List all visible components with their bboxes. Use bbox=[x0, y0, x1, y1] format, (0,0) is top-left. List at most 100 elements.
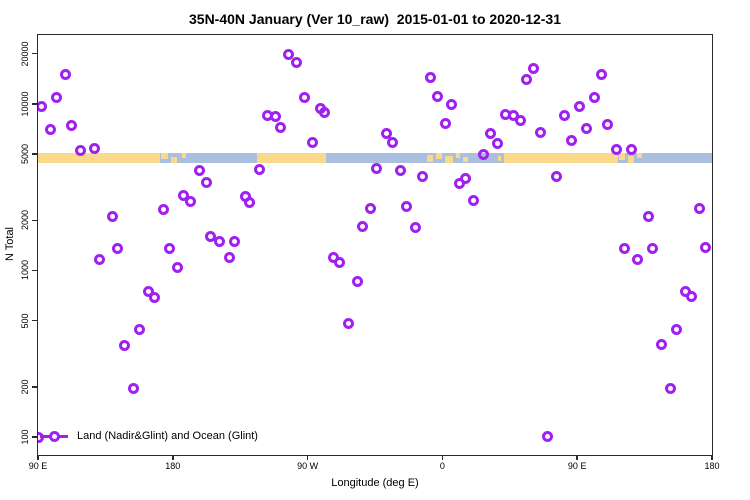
data-point bbox=[111, 242, 123, 254]
data-point bbox=[409, 221, 421, 233]
data-point bbox=[334, 257, 346, 269]
data-point bbox=[535, 126, 546, 138]
data-point bbox=[283, 49, 295, 61]
data-point bbox=[243, 196, 255, 208]
y-tick-label: 10000 bbox=[20, 91, 30, 117]
band-speckle-land bbox=[181, 152, 187, 158]
data-point bbox=[299, 92, 311, 104]
band-speckle-land bbox=[160, 152, 169, 159]
data-point bbox=[439, 117, 451, 129]
data-point bbox=[213, 235, 225, 247]
data-point bbox=[573, 100, 585, 112]
data-point bbox=[386, 136, 398, 148]
data-point bbox=[171, 261, 183, 273]
y-tick-label: 5000 bbox=[20, 143, 30, 164]
data-point bbox=[319, 106, 331, 118]
x-tick-label: 180 bbox=[704, 461, 720, 471]
data-point bbox=[352, 275, 364, 287]
y-axis-label: N Total bbox=[4, 226, 16, 262]
band-segment-ocean bbox=[160, 152, 257, 164]
x-tick bbox=[711, 455, 713, 460]
data-point bbox=[566, 135, 578, 147]
y-tick bbox=[31, 219, 37, 222]
data-point bbox=[89, 143, 101, 155]
plot-border bbox=[36, 33, 713, 456]
data-point bbox=[670, 323, 682, 335]
x-axis-label: Longitude (deg E) bbox=[331, 477, 419, 489]
data-point bbox=[275, 121, 287, 133]
data-point bbox=[185, 196, 197, 208]
data-point bbox=[631, 254, 643, 266]
data-point bbox=[491, 137, 503, 149]
data-point bbox=[370, 162, 382, 174]
x-tick bbox=[172, 455, 174, 460]
y-tick bbox=[31, 52, 37, 55]
band-segment-ocean bbox=[617, 152, 712, 164]
data-point bbox=[365, 202, 376, 214]
data-point bbox=[431, 90, 443, 102]
band-segment-land bbox=[503, 152, 618, 164]
y-tick bbox=[31, 153, 37, 155]
band-speckle-land bbox=[171, 156, 178, 164]
data-point bbox=[75, 144, 87, 156]
data-point bbox=[224, 252, 236, 264]
band-segment-land bbox=[38, 152, 161, 164]
x-tick bbox=[306, 455, 309, 460]
y-tick-label: 2000 bbox=[20, 210, 30, 231]
band-speckle-land bbox=[628, 155, 635, 164]
data-point bbox=[642, 211, 654, 223]
band-speckle-land bbox=[436, 152, 443, 159]
y-tick bbox=[31, 103, 37, 105]
data-point bbox=[520, 74, 532, 85]
band-speckle-land bbox=[445, 155, 453, 164]
data-point bbox=[45, 124, 57, 136]
band-speckle-land bbox=[427, 154, 434, 163]
y-tick-label: 200 bbox=[20, 379, 30, 395]
data-point bbox=[400, 201, 412, 213]
data-point bbox=[356, 221, 368, 233]
data-point bbox=[558, 110, 570, 122]
legend-line-marker bbox=[40, 430, 68, 442]
y-tick bbox=[31, 269, 37, 272]
y-tick-label: 20000 bbox=[20, 41, 30, 67]
data-point bbox=[106, 211, 118, 223]
data-point bbox=[134, 323, 146, 335]
data-point bbox=[269, 110, 281, 122]
data-point bbox=[290, 56, 302, 68]
data-point bbox=[626, 143, 638, 155]
y-tick-label: 100 bbox=[20, 429, 30, 445]
legend: Land (Nadir&Glint) and Ocean (Glint) bbox=[40, 428, 258, 444]
data-point bbox=[656, 339, 668, 351]
data-point bbox=[468, 194, 480, 206]
data-point bbox=[484, 127, 496, 139]
data-point bbox=[699, 242, 711, 254]
data-point bbox=[551, 171, 563, 183]
data-point bbox=[38, 100, 47, 112]
data-point bbox=[580, 123, 592, 135]
band-speckle-land bbox=[455, 152, 461, 158]
x-tick-label: 90 E bbox=[567, 461, 587, 471]
data-point bbox=[193, 164, 205, 176]
data-point bbox=[618, 243, 630, 255]
data-point bbox=[514, 115, 526, 127]
data-point bbox=[679, 285, 691, 297]
data-point bbox=[416, 171, 428, 183]
data-point bbox=[60, 69, 72, 81]
x-tick bbox=[576, 455, 578, 460]
data-point bbox=[163, 242, 175, 254]
y-tick bbox=[31, 319, 37, 322]
x-tick-label: 180 bbox=[165, 461, 181, 471]
data-point bbox=[306, 137, 318, 148]
band-speckle-land bbox=[497, 155, 501, 162]
data-point bbox=[51, 92, 63, 104]
data-point bbox=[693, 203, 705, 215]
data-point bbox=[542, 430, 554, 442]
x-tick-label: 90 W bbox=[297, 461, 319, 471]
data-point bbox=[342, 318, 354, 330]
data-point bbox=[142, 286, 154, 298]
data-point bbox=[595, 69, 607, 81]
data-point bbox=[66, 120, 78, 132]
band-speckle-land bbox=[637, 152, 642, 158]
data-point bbox=[528, 62, 540, 74]
data-point bbox=[610, 144, 622, 156]
